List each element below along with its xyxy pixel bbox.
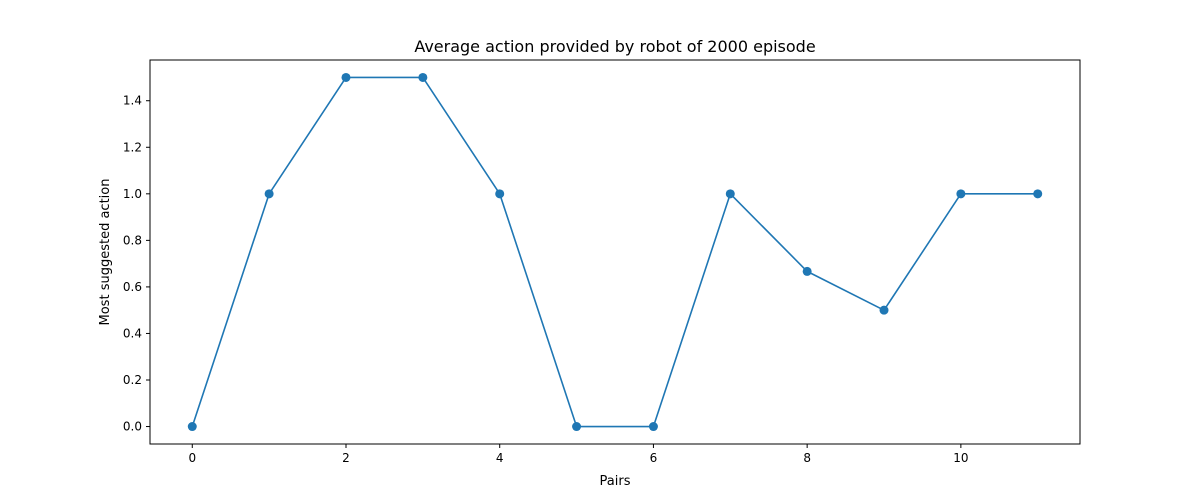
x-axis-label: Pairs (600, 474, 631, 489)
plot-area (149, 59, 1081, 445)
data-point (956, 189, 966, 199)
y-axis: 0.0 0.2 0.4 0.6 0.8 1.0 1.2 1.4 (123, 94, 150, 434)
data-point (187, 422, 197, 432)
y-tick-label: 0.0 (123, 420, 142, 434)
y-tick-label: 1.2 (123, 140, 142, 154)
x-tick-label: 2 (342, 451, 350, 465)
x-tick-label: 0 (188, 451, 196, 465)
series-layer (187, 72, 1043, 432)
x-tick-label: 10 (953, 451, 968, 465)
data-point (418, 72, 428, 82)
y-tick-label: 0.8 (123, 233, 142, 247)
data-point (572, 422, 582, 432)
data-point (648, 422, 658, 432)
x-tick-label: 8 (803, 451, 811, 465)
y-axis-label: Most suggested action (98, 179, 113, 326)
y-tick-label: 0.6 (123, 280, 142, 294)
data-point (264, 189, 274, 199)
x-tick-label: 4 (496, 451, 504, 465)
data-point (802, 266, 812, 276)
data-point (879, 305, 889, 315)
y-tick-label: 1.0 (123, 187, 142, 201)
x-axis: 0 2 4 6 8 10 (188, 444, 969, 465)
y-tick-label: 0.4 (123, 326, 142, 340)
y-tick-label: 0.2 (123, 373, 142, 387)
data-point (341, 72, 351, 82)
series-line (191, 76, 1039, 428)
y-tick-label: 1.4 (123, 94, 142, 108)
data-point (725, 189, 735, 199)
data-point (1033, 189, 1043, 199)
data-point (495, 189, 505, 199)
chart-title: Average action provided by robot of 2000… (414, 37, 815, 56)
x-tick-label: 6 (650, 451, 658, 465)
